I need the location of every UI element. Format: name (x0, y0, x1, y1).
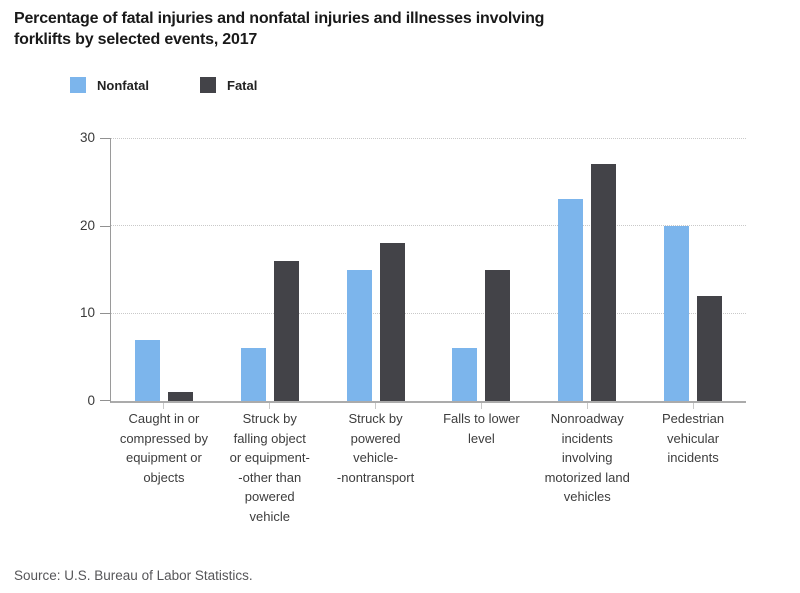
nonfatal-swatch-icon (70, 77, 86, 93)
legend-label-nonfatal: Nonfatal (97, 77, 149, 93)
nonfatal-bar (240, 348, 266, 401)
x-axis-category-label: Nonroadway incidents involving motorized… (544, 411, 630, 504)
bar-group (428, 138, 534, 401)
legend-label-fatal: Fatal (227, 77, 258, 93)
bar-group (323, 138, 429, 401)
y-axis-tick-label: 30 (79, 130, 95, 145)
chart-legend: Nonfatal Fatal (0, 77, 800, 95)
bar-group (640, 138, 746, 401)
legend-item-nonfatal[interactable]: Nonfatal (70, 77, 149, 93)
source-note: Source: U.S. Bureau of Labor Statistics. (14, 568, 253, 583)
x-axis-category-label: Struck by powered vehicle- -nontransport (336, 411, 415, 485)
x-axis-tick (480, 403, 482, 409)
x-axis-tick (586, 403, 588, 409)
x-axis-category-label: Pedestrian vehicular incidents (661, 411, 725, 465)
y-axis-tick (100, 313, 110, 315)
fatal-bar (379, 243, 405, 401)
y-gridline (111, 225, 746, 227)
y-axis-tick (100, 225, 110, 227)
x-axis-tick (375, 403, 377, 409)
x-axis-labels: Caught in or compressed by equipment or … (111, 409, 746, 526)
nonfatal-bar (664, 225, 690, 401)
y-axis-tick-label: 20 (79, 217, 95, 233)
fatal-bar (485, 269, 511, 401)
y-axis-tick-label: 0 (87, 393, 95, 408)
nonfatal-bar (558, 199, 584, 401)
chart-title: Percentage of fatal injuries and nonfata… (14, 10, 545, 48)
y-axis-tick (100, 138, 110, 139)
y-gridline (111, 138, 746, 139)
fatal-bar (167, 392, 193, 401)
x-axis-tick (692, 403, 694, 409)
fatal-bar (697, 295, 723, 401)
nonfatal-bar (134, 339, 160, 401)
fatal-bar (591, 164, 617, 401)
nonfatal-bar (452, 348, 478, 401)
fatal-bar (273, 260, 299, 401)
bar-group (534, 138, 640, 401)
bar-group (111, 138, 217, 401)
nonfatal-bar (346, 269, 372, 401)
fatal-swatch-icon (200, 77, 216, 93)
y-axis-tick-label: 10 (79, 305, 95, 321)
x-axis-tick (163, 403, 165, 409)
y-gridline (111, 312, 746, 314)
bars-layer (111, 138, 746, 401)
x-axis-category-label: Struck by falling object or equipment- -… (229, 411, 310, 524)
x-axis-tick (269, 403, 271, 409)
y-axis-tick (100, 400, 110, 401)
bar-group (217, 138, 323, 401)
x-axis-category-label: Falls to lower level (443, 411, 520, 446)
legend-item-fatal[interactable]: Fatal (200, 77, 257, 93)
x-axis-category-label: Caught in or compressed by equipment or … (119, 411, 208, 485)
plot-area: Caught in or compressed by equipment or … (80, 130, 746, 524)
